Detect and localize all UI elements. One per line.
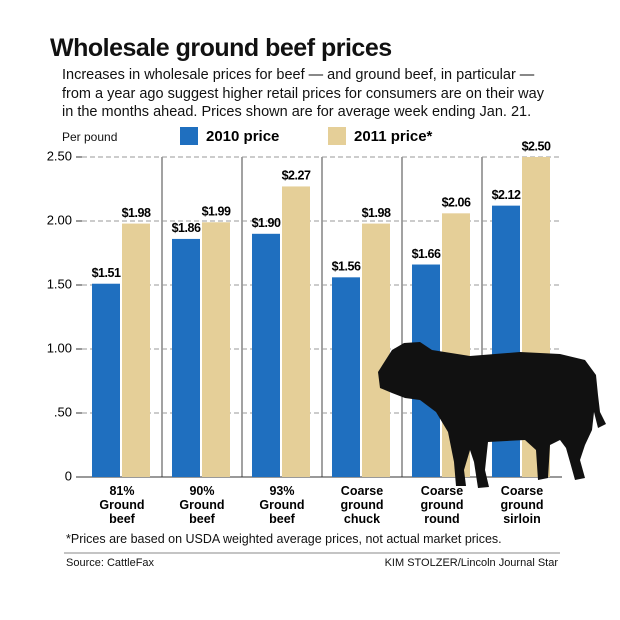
value-label: $1.51 <box>92 266 121 280</box>
x-tick-label: Coarse ground sirloin <box>500 484 544 526</box>
value-label: $2.06 <box>442 196 471 210</box>
legend-swatch <box>328 127 346 145</box>
bar <box>282 186 310 477</box>
bar <box>122 223 150 477</box>
x-tick-label: Coarse ground chuck <box>340 484 384 526</box>
x-tick-label: 81% Ground beef <box>99 484 145 526</box>
y-axis-label: Per pound <box>62 130 118 144</box>
legend-label: 2011 price* <box>354 128 433 145</box>
legend-label: 2010 price <box>206 128 279 145</box>
x-tick-label: 93% Ground beef <box>259 484 305 526</box>
value-label: $1.98 <box>362 206 391 220</box>
value-label: $1.66 <box>412 247 441 261</box>
bar <box>362 223 390 477</box>
value-label: $2.12 <box>492 188 521 202</box>
value-label: $2.50 <box>522 139 551 153</box>
value-label: $1.99 <box>202 205 231 219</box>
value-label: $1.86 <box>172 221 201 235</box>
y-tick-label: 0 <box>65 468 72 483</box>
credit: KIM STOLZER/Lincoln Journal Star <box>384 557 558 569</box>
legend-swatch <box>180 127 198 145</box>
value-label: $1.56 <box>332 260 361 274</box>
chart-title: Wholesale ground beef prices <box>50 34 392 62</box>
y-tick-label: 1.50 <box>47 276 72 291</box>
x-tick-label: Coarse ground round <box>420 484 464 526</box>
bar <box>252 233 280 477</box>
cow-illustration <box>378 342 606 488</box>
y-tick-label: 2.00 <box>47 212 72 227</box>
value-label: $1.90 <box>252 216 281 230</box>
value-label: $2.27 <box>282 169 311 183</box>
y-tick-label: .50 <box>54 404 72 419</box>
bar <box>332 277 360 477</box>
chart-subtitle: Increases in wholesale prices for beef —… <box>62 67 544 120</box>
y-tick-label: 2.50 <box>47 148 72 163</box>
x-tick-label: 90% Ground beef <box>179 484 225 526</box>
y-tick-label: 1.00 <box>47 340 72 355</box>
source: Source: CattleFax <box>66 557 155 569</box>
value-label: $1.98 <box>122 206 151 220</box>
bar <box>92 283 120 477</box>
footnote: *Prices are based on USDA weighted avera… <box>66 532 502 546</box>
bar <box>172 238 200 477</box>
bar <box>202 222 230 477</box>
